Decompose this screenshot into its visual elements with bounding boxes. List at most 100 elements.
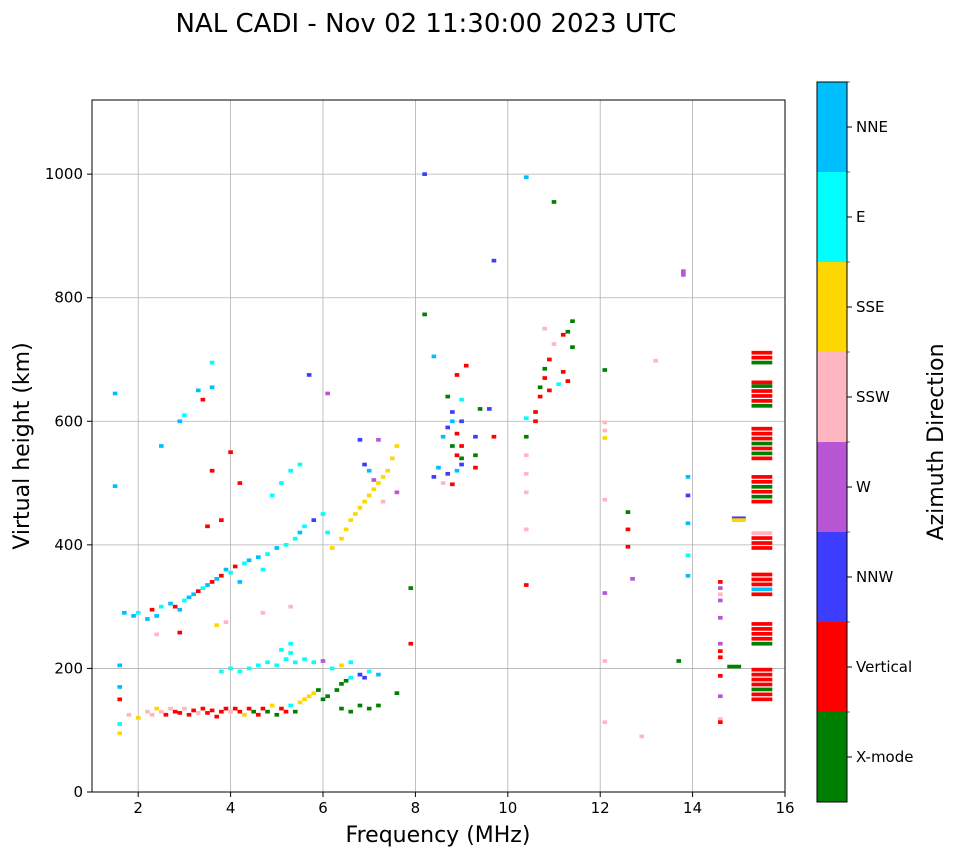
x-tick-label: 8 <box>411 799 421 817</box>
echo-point-x-mode <box>751 494 773 499</box>
echo-point-x-mode <box>523 434 529 439</box>
echo-point-ssw <box>639 734 645 739</box>
echo-point-x-mode <box>570 319 575 324</box>
echo-point-nnw <box>431 475 437 479</box>
echo-point-sse <box>343 527 349 532</box>
y-tick-label: 200 <box>54 659 83 677</box>
echo-point-ssw <box>551 342 557 346</box>
echo-point-sse <box>385 468 390 473</box>
echo-point-vertical <box>565 379 571 383</box>
echo-point-nne <box>117 685 123 689</box>
echo-point-vertical <box>751 622 773 626</box>
colorbar-segment-w <box>817 442 847 532</box>
echo-point-ssw <box>158 709 164 714</box>
echo-point-x-mode <box>366 706 372 711</box>
echo-point-nne <box>191 592 196 597</box>
echo-point-e <box>242 561 247 566</box>
echo-point-x-mode <box>751 403 773 408</box>
echo-point-nne <box>685 475 691 479</box>
echo-point-vertical <box>219 573 224 578</box>
echo-point-w <box>602 591 608 595</box>
echo-point-w <box>394 490 400 495</box>
echo-point-ssw <box>523 527 529 532</box>
echo-point-e <box>348 675 354 680</box>
echo-point-e <box>135 610 141 615</box>
echo-point-x-mode <box>339 682 344 686</box>
echo-point-e <box>292 536 298 541</box>
x-tick-label: 2 <box>133 799 143 817</box>
echo-point-e <box>182 413 187 417</box>
echo-point-e <box>182 598 187 603</box>
echo-point-vertical <box>219 709 224 714</box>
echo-point-nnw <box>445 471 451 476</box>
colorbar-segment-ssw <box>817 352 847 442</box>
echo-point-x-mode <box>537 385 543 390</box>
echo-point-e <box>523 416 529 421</box>
echo-point-x-mode <box>751 441 773 446</box>
echo-point-nne <box>256 555 261 560</box>
echo-point-vertical <box>205 524 210 529</box>
echo-point-e <box>228 666 233 671</box>
echo-point-vertical <box>533 419 538 424</box>
colorbar-tick-label: E <box>856 208 865 226</box>
colorbar-frame <box>816 81 848 803</box>
echo-point-w <box>681 269 686 273</box>
echo-point-nne <box>246 558 252 563</box>
echo-point-e <box>200 586 206 590</box>
echo-point-e <box>219 669 224 674</box>
echo-point-x-mode <box>339 706 344 711</box>
echo-point-w <box>376 437 381 442</box>
echo-point-vertical <box>751 577 773 582</box>
echo-point-e <box>288 468 293 473</box>
y-axis-label: Virtual height (km) <box>10 342 35 549</box>
echo-point-sse <box>339 663 344 668</box>
echo-point-vertical <box>751 546 773 550</box>
plot-frame <box>91 99 786 793</box>
echo-point-ssw <box>380 499 386 504</box>
echo-point-vertical <box>751 631 773 636</box>
echo-point-vertical <box>625 544 631 549</box>
echo-point-ssw <box>523 490 529 495</box>
echo-point-vertical <box>223 706 229 711</box>
echo-point-vertical <box>542 376 548 380</box>
echo-point-e <box>329 666 335 671</box>
echo-point-vertical <box>191 708 196 713</box>
echo-point-vertical <box>751 446 773 451</box>
echo-point-vertical <box>228 450 233 455</box>
echo-point-sse <box>394 444 400 448</box>
echo-point-vertical <box>454 431 460 436</box>
colorbar-segment-nnw <box>817 532 847 622</box>
echo-point-e <box>297 462 303 467</box>
y-tick-label: 0 <box>73 783 83 801</box>
echo-point-ssw <box>602 720 608 725</box>
echo-point-ssw <box>602 420 608 425</box>
echo-point-vertical <box>195 589 201 594</box>
echo-point-nne <box>205 583 210 587</box>
echo-point-ssw <box>182 706 187 711</box>
colorbar-tick-label: NNW <box>856 568 893 586</box>
echo-point-nnw <box>311 518 317 522</box>
echo-point-x-mode <box>751 484 773 489</box>
echo-point-w <box>320 659 326 663</box>
echo-point-vertical <box>560 332 566 337</box>
echo-point-vertical <box>751 436 773 441</box>
echo-point-nnw <box>473 434 478 439</box>
echo-point-x-mode <box>565 329 571 334</box>
echo-point-x-mode <box>394 691 400 695</box>
echo-point-ssw <box>145 709 150 714</box>
echo-point-vertical <box>256 712 261 717</box>
echo-point-x-mode <box>542 366 548 371</box>
echo-point-e <box>279 648 284 652</box>
echo-point-vertical <box>177 630 183 635</box>
echo-point-vertical <box>751 692 773 697</box>
echo-point-nne <box>223 567 229 572</box>
echo-point-vertical <box>751 380 773 385</box>
echo-point-vertical <box>232 564 238 569</box>
echo-point-e <box>288 641 293 646</box>
echo-point-vertical <box>283 709 289 714</box>
colorbar-segment-sse <box>817 262 847 352</box>
echo-point-nne <box>440 434 446 439</box>
echo-point-vertical <box>408 641 414 646</box>
echo-point-sse <box>339 536 344 541</box>
echo-point-x-mode <box>348 709 354 714</box>
